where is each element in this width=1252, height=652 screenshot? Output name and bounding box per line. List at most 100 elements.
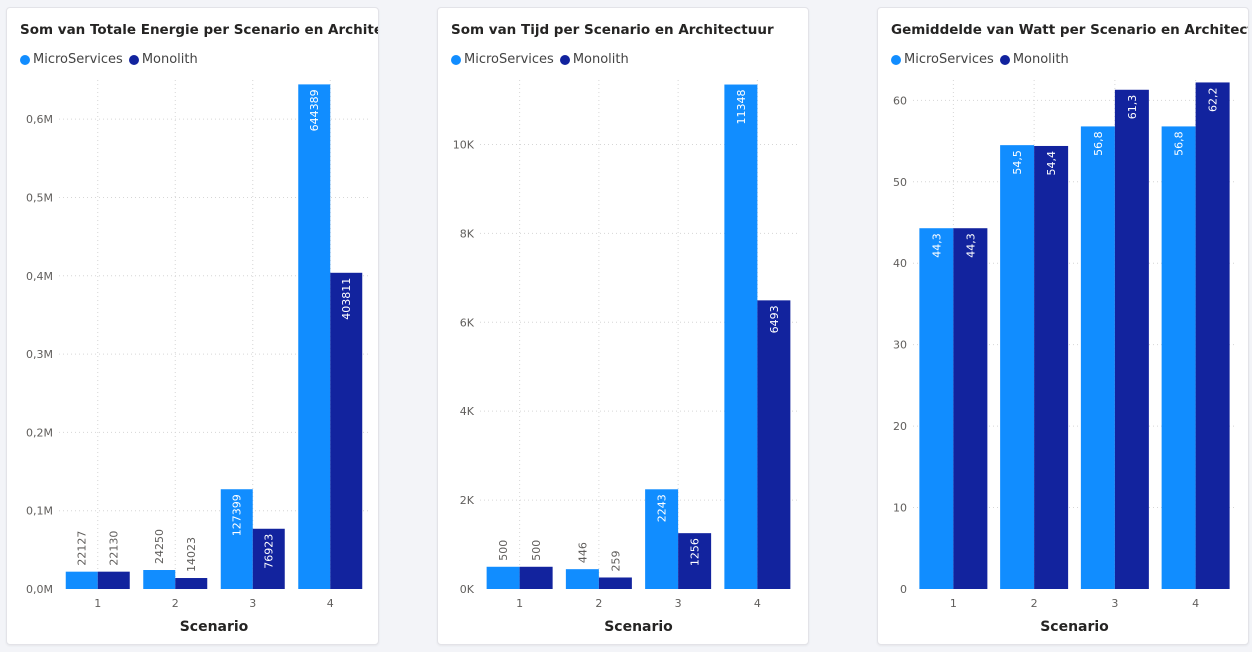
- x-tick-label: 2: [172, 597, 179, 610]
- y-tick-label: 0,3M: [26, 348, 53, 361]
- x-tick-label: 4: [754, 597, 761, 610]
- data-label: 56,8: [1173, 131, 1186, 156]
- legend-label: MicroServices: [33, 52, 123, 67]
- bar-monolith: [175, 578, 208, 589]
- bar-monolith: [953, 228, 988, 589]
- x-tick-label: 4: [327, 597, 334, 610]
- data-label: 644389: [308, 89, 321, 131]
- data-label: 446: [576, 542, 589, 563]
- bar-microservices: [1080, 126, 1115, 589]
- bar-microservices: [724, 84, 758, 589]
- bar-microservices: [565, 569, 599, 589]
- chart-card-watt: Gemiddelde van Watt per Scenario en Arch…: [877, 7, 1249, 645]
- data-label: 56,8: [1092, 131, 1105, 156]
- legend-swatch-microservices: [20, 54, 30, 65]
- data-label: 11348: [735, 90, 748, 125]
- y-tick-label: 8K: [460, 227, 475, 240]
- data-label: 500: [497, 540, 510, 561]
- legend-swatch-monolith: [999, 54, 1010, 65]
- legend-item-microservices[interactable]: MicroServices: [891, 52, 994, 67]
- data-label: 62,2: [1207, 87, 1220, 112]
- legend-item-monolith[interactable]: Monolith: [559, 52, 629, 67]
- y-tick-label: 0,6M: [26, 113, 53, 126]
- data-label: 54,5: [1011, 150, 1024, 175]
- bar-monolith: [97, 571, 130, 589]
- legend-item-microservices[interactable]: MicroServices: [20, 52, 123, 67]
- bar-monolith: [757, 300, 791, 589]
- legend-label: MicroServices: [464, 52, 554, 67]
- bar-microservices: [143, 570, 176, 589]
- y-tick-label: 0,5M: [26, 191, 53, 204]
- x-tick-label: 2: [1031, 597, 1038, 610]
- y-tick-label: 0,1M: [26, 505, 53, 518]
- bar-microservices: [1161, 126, 1196, 589]
- bar-microservices: [220, 489, 253, 589]
- legend-swatch-monolith: [559, 54, 570, 65]
- chart-card-tijd: Som van Tijd per Scenario en Architectuu…: [437, 7, 809, 645]
- y-tick-label: 30: [893, 339, 907, 352]
- chart-legend: MicroServices Monolith: [451, 52, 635, 67]
- data-label: 403811: [340, 278, 353, 320]
- data-label: 44,3: [964, 233, 977, 258]
- bar-monolith: [330, 272, 363, 589]
- bar-microservices: [1000, 145, 1035, 590]
- bar-microservices: [65, 571, 98, 589]
- legend-swatch-microservices: [891, 54, 901, 65]
- legend-item-microservices[interactable]: MicroServices: [451, 52, 554, 67]
- data-label: 61,3: [1126, 95, 1139, 120]
- data-label: 2243: [656, 494, 669, 522]
- bar-monolith: [1034, 145, 1069, 589]
- chart-legend: MicroServices Monolith: [891, 52, 1075, 67]
- chart-title: Gemiddelde van Watt per Scenario en Arch…: [891, 22, 1249, 38]
- bar-microservices: [645, 489, 679, 589]
- bar-monolith: [1114, 89, 1149, 589]
- x-axis-title: Scenario: [604, 619, 673, 635]
- y-tick-label: 6K: [460, 316, 475, 329]
- y-tick-label: 0K: [460, 583, 475, 596]
- x-tick-label: 3: [249, 597, 256, 610]
- bar-monolith: [678, 533, 712, 589]
- legend-label: Monolith: [572, 52, 629, 67]
- bar-chart: 0 10 20 30 40 50 60 44,3 44,3 1 54,5 54,4 2 56,8 61,3 3…: [893, 80, 1236, 635]
- data-label: 500: [530, 540, 543, 561]
- data-label: 127399: [231, 494, 244, 536]
- y-tick-label: 0,2M: [26, 426, 53, 439]
- data-label: 24250: [153, 529, 166, 564]
- legend-label: Monolith: [141, 52, 198, 67]
- y-tick-label: 20: [893, 420, 907, 433]
- y-tick-label: 10K: [453, 138, 475, 151]
- y-tick-label: 60: [893, 94, 907, 107]
- y-tick-label: 2K: [460, 494, 475, 507]
- y-tick-label: 4K: [460, 405, 475, 418]
- y-tick-label: 0,0M: [26, 583, 53, 596]
- y-tick-label: 10: [893, 502, 907, 515]
- data-label: 44,3: [930, 233, 943, 258]
- chart-title: Som van Tijd per Scenario en Architectuu…: [451, 22, 774, 38]
- data-label: 14023: [185, 537, 198, 572]
- y-tick-label: 0,4M: [26, 270, 53, 283]
- data-label: 22127: [76, 531, 89, 566]
- bar-microservices: [486, 566, 520, 589]
- data-label: 54,4: [1045, 151, 1058, 176]
- bar-microservices: [298, 84, 331, 589]
- legend-item-monolith[interactable]: Monolith: [999, 52, 1069, 67]
- legend-item-monolith[interactable]: Monolith: [128, 52, 198, 67]
- data-label: 1256: [689, 538, 702, 566]
- y-tick-label: 50: [893, 176, 907, 189]
- x-tick-label: 1: [516, 597, 523, 610]
- chart-card-totale-energie: Som van Totale Energie per Scenario en A…: [6, 7, 379, 645]
- bar-microservices: [919, 228, 954, 589]
- x-tick-label: 3: [675, 597, 682, 610]
- data-label: 76923: [263, 534, 276, 569]
- data-label: 22130: [108, 531, 121, 566]
- x-tick-label: 3: [1111, 597, 1118, 610]
- legend-swatch-monolith: [128, 54, 139, 65]
- x-tick-label: 2: [595, 597, 602, 610]
- x-tick-label: 1: [950, 597, 957, 610]
- x-tick-label: 1: [94, 597, 101, 610]
- data-label: 6493: [768, 305, 781, 333]
- y-tick-label: 40: [893, 257, 907, 270]
- chart-title: Som van Totale Energie per Scenario en A…: [20, 22, 378, 38]
- bar-monolith: [1195, 82, 1230, 589]
